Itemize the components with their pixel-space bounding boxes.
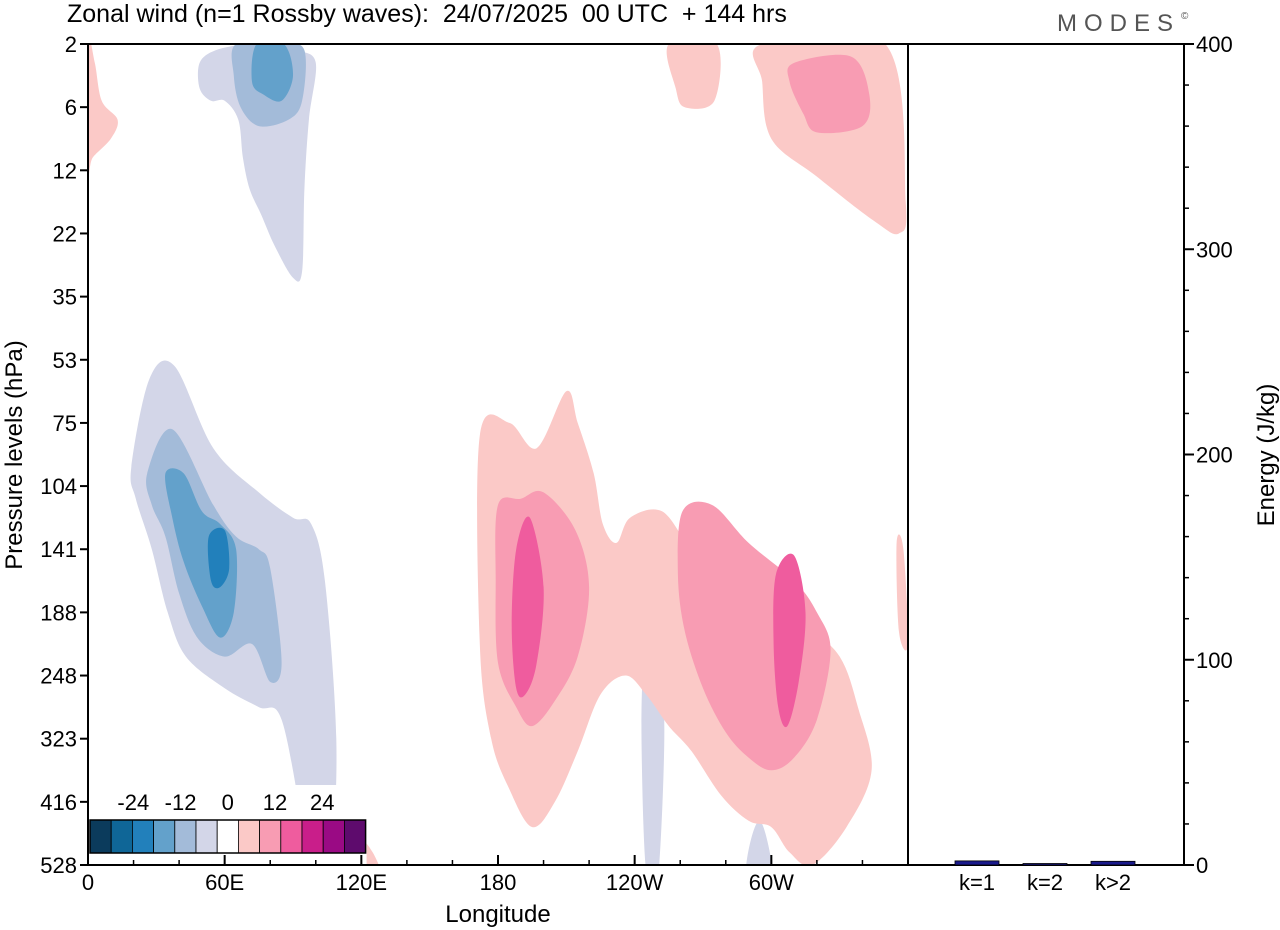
wind-contours [88,44,908,865]
longitude-axis: 0 60E 120E 180 120W 60W [82,855,909,895]
x-tick-label: 60W [749,870,794,895]
region-positive-stratosphere [88,44,907,235]
energy-axis: 0 100 200 300 400 [1184,32,1233,878]
region-positive-troposphere [354,390,908,865]
colorbar-label: 24 [310,790,334,815]
energy-panel: 0 100 200 300 400 k=1 k=2 k>2 Energy (J/kg) [907,32,1280,895]
colorbar-swatch [301,819,324,854]
colorbar-frame [89,819,367,854]
contour-band [746,820,773,865]
y-tick-label: 416 [40,790,77,815]
y-tick-label: 528 [40,853,77,878]
contour-plot: -24 -12 0 12 24 2 6 12 22 35 53 75 104 141 188 248 323 4… [1,32,909,928]
y-tick-label: 6 [65,95,77,120]
energy-category-label: k=1 [959,870,995,895]
colorbar-swatch [259,819,282,854]
colorbar-swatch [174,819,197,854]
x-tick-label: 0 [82,870,94,895]
contour-band [165,468,238,638]
contour-band [773,553,806,728]
colorbar: -24 -12 0 12 24 [89,785,367,864]
y-tick-label: 2 [65,32,77,57]
energy-tick-label: 100 [1196,648,1233,673]
colorbar-label: -12 [165,790,197,815]
contour-band [207,527,230,589]
contour-band [666,44,721,109]
colorbar-swatch [343,819,366,854]
y-tick-label: 22 [53,221,77,246]
y-tick-label: 104 [40,474,77,499]
y-tick-label: 323 [40,727,77,752]
y-tick-label: 53 [53,348,77,373]
region-negative-stratosphere [197,44,317,282]
colorbar-label: -24 [117,790,149,815]
brand-mark: © [1181,11,1189,22]
colorbar-label: 12 [263,790,287,815]
y-tick-label: 141 [40,537,77,562]
energy-tick-label: 200 [1196,443,1233,468]
colorbar-swatch [153,819,176,854]
energy-tick-label: 0 [1196,853,1208,878]
y-tick-label: 75 [53,411,77,436]
contour-band [896,534,908,651]
colorbar-swatch [89,819,112,854]
energy-category-label: k>2 [1095,870,1131,895]
energy-frame [907,43,1185,866]
y-tick-label: 188 [40,600,77,625]
colorbar-swatch [131,819,154,854]
energy-bar [1090,860,1136,866]
y-axis-label: Pressure levels (hPa) [1,340,28,569]
chart-title: Zonal wind (n=1 Rossby waves): 24/07/202… [67,0,787,28]
x-tick-label: 120E [336,870,387,895]
x-tick-label: 60E [205,870,244,895]
energy-category-label: k=2 [1027,870,1063,895]
colorbar-swatch [216,819,239,854]
energy-bars [954,860,1136,866]
colorbar-swatch [237,819,260,854]
energy-bar [954,860,1000,866]
contour-band [251,44,294,102]
colorbar-swatch [280,819,303,854]
colorbar-swatch [110,819,133,854]
brand-logo: MODES [1057,10,1180,37]
x-tick-label: 180 [480,870,517,895]
colorbar-swatch [195,819,218,854]
y-tick-label: 12 [53,158,77,183]
contour-band [787,54,871,134]
contour-band [88,44,118,178]
colorbar-label: 0 [222,790,234,815]
x-axis-label: Longitude [445,901,550,928]
energy-tick-label: 400 [1196,32,1233,57]
colorbar-swatch [322,819,345,854]
energy-tick-label: 300 [1196,237,1233,262]
energy-bar [1022,863,1068,866]
y-tick-label: 248 [40,664,77,689]
y-tick-label: 35 [53,285,77,310]
energy-categories: k=1 k=2 k>2 [959,870,1131,895]
energy-axis-label: Energy (J/kg) [1253,384,1280,527]
pressure-axis: 2 6 12 22 35 53 75 104 141 188 248 323 416 528 [40,32,88,878]
x-tick-label: 120W [606,870,664,895]
contour-band [511,516,544,698]
